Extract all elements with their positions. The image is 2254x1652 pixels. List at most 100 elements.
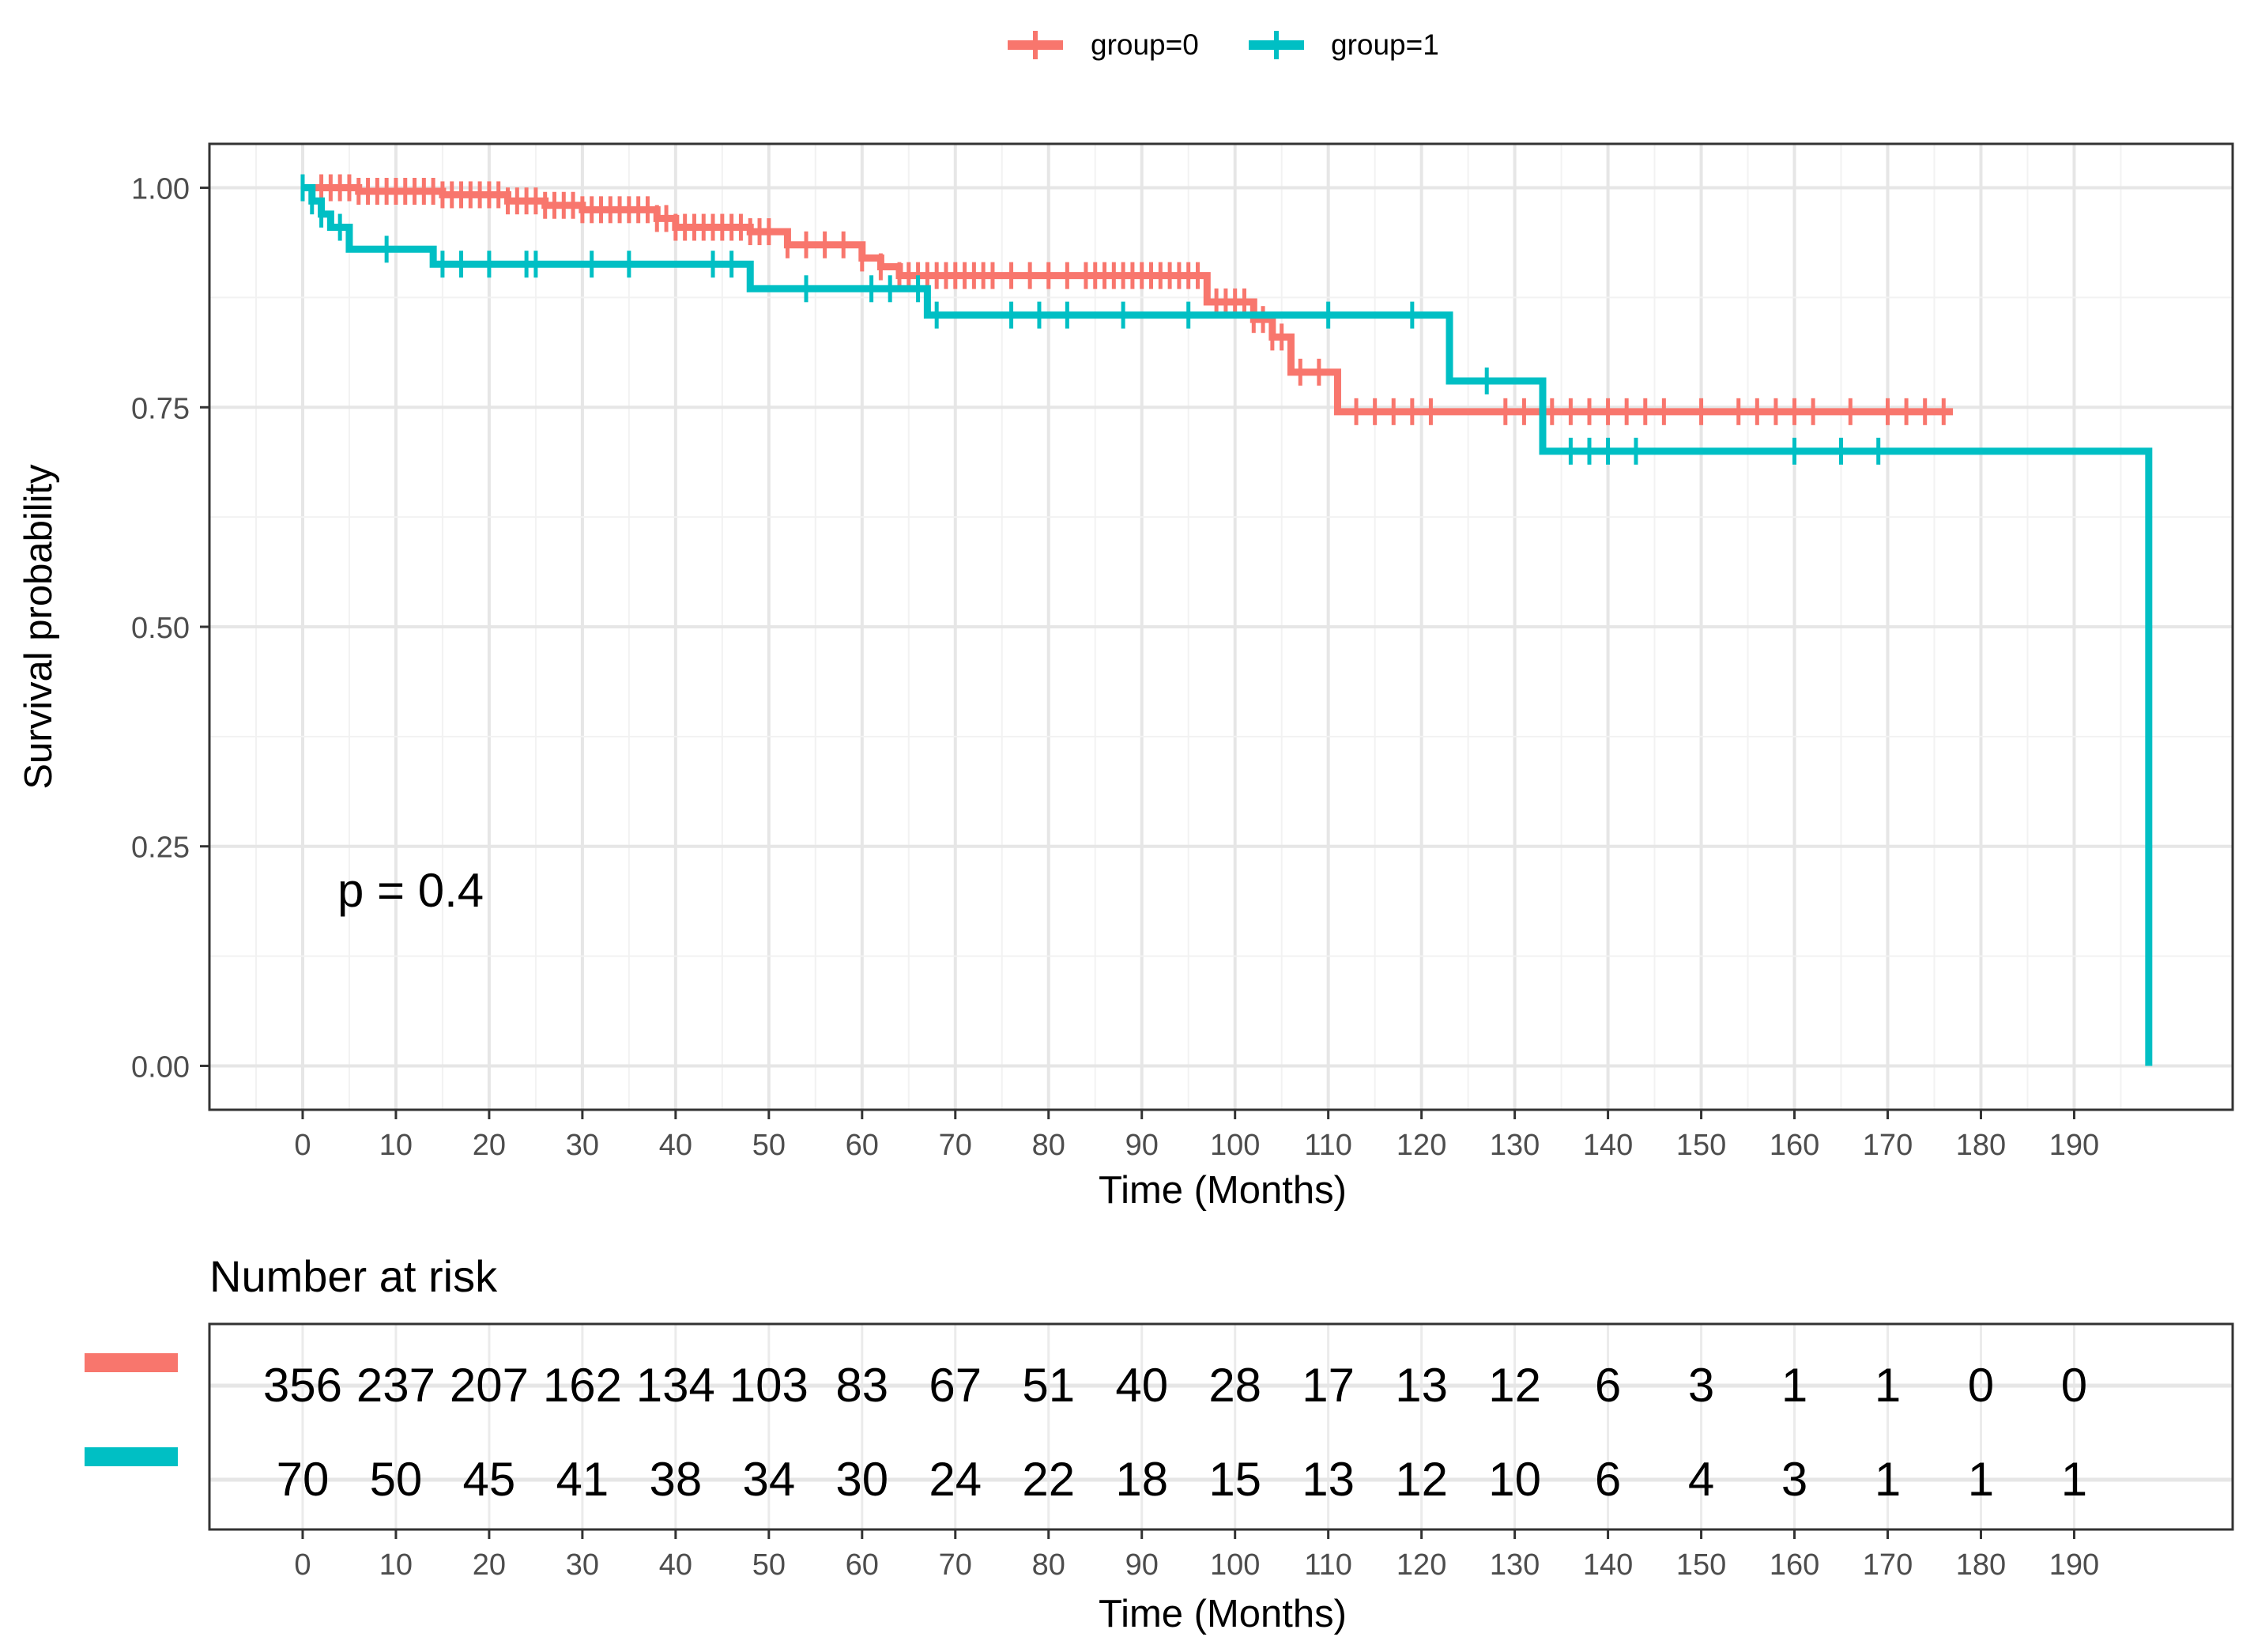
- risk-value-group-1: 13: [1302, 1453, 1355, 1506]
- risk-value-group-1: 10: [1488, 1453, 1541, 1506]
- risk-value-group-0: 356: [263, 1359, 342, 1412]
- risk-value-group-0: 13: [1395, 1359, 1448, 1412]
- risk-value-group-1: 41: [556, 1453, 609, 1506]
- risk-value-group-1: 34: [742, 1453, 795, 1506]
- risk-x-axis-tick-label: 50: [752, 1548, 786, 1582]
- risk-value-group-1: 38: [649, 1453, 702, 1506]
- risk-x-axis-tick-label: 40: [659, 1548, 692, 1582]
- legend: group=0 group=1: [1008, 28, 1439, 61]
- risk-value-group-0: 3: [1688, 1359, 1714, 1412]
- risk-value-group-1: 30: [835, 1453, 888, 1506]
- risk-table-values: 356 237 207 162 134 103 83 67 51 40 28 17 13 12 6 3 1 1 0 0…: [263, 1359, 2087, 1506]
- y-axis-tick-label: 1.00: [131, 173, 190, 206]
- risk-x-axis-tick-label: 80: [1032, 1548, 1065, 1582]
- risk-value-group-1: 15: [1208, 1453, 1261, 1506]
- risk-value-group-1: 70: [277, 1453, 330, 1506]
- risk-x-axis-tick-label: 0: [294, 1548, 311, 1582]
- risk-table: Number at risk 356 237 207 162 134 103 83 67 51 4…: [85, 1251, 2234, 1635]
- risk-x-axis-tick-label: 70: [939, 1548, 972, 1582]
- survival-x-axis-title: Time (Months): [1099, 1169, 1347, 1212]
- x-axis-tick-label: 10: [379, 1129, 413, 1162]
- risk-x-axis-tick-label: 190: [2049, 1548, 2099, 1582]
- risk-x-axis-tick-label: 110: [1304, 1548, 1352, 1582]
- risk-x-axis-tick-label: 30: [566, 1548, 599, 1582]
- risk-value-group-1: 1: [2061, 1453, 2087, 1506]
- p-value-annotation: p = 0.4: [337, 864, 484, 917]
- risk-x-axis-tick-label: 60: [846, 1548, 879, 1582]
- risk-value-group-0: 162: [543, 1359, 622, 1412]
- risk-value-group-0: 17: [1302, 1359, 1355, 1412]
- x-axis-tick-label: 0: [294, 1129, 311, 1162]
- risk-table-x-axis-title: Time (Months): [1099, 1593, 1347, 1635]
- risk-value-group-0: 1: [1781, 1359, 1807, 1412]
- risk-x-axis-tick-label: 150: [1676, 1548, 1726, 1582]
- y-axis-tick-label: 0.75: [131, 392, 190, 425]
- risk-value-group-0: 134: [636, 1359, 715, 1412]
- x-axis-tick-label: 120: [1396, 1129, 1446, 1162]
- x-axis-tick-label: 50: [752, 1129, 786, 1162]
- x-axis-tick-label: 170: [1863, 1129, 1913, 1162]
- x-axis-tick-label: 150: [1676, 1129, 1726, 1162]
- y-axis-tick-label: 0.50: [131, 612, 190, 645]
- x-axis-tick-label: 60: [846, 1129, 879, 1162]
- survival-x-axis: 0 10 20 30 40 50 60 70 80 90 100 110 120 130 140 150 160…: [294, 1110, 2099, 1162]
- risk-value-group-1: 22: [1022, 1453, 1075, 1506]
- risk-value-group-0: 0: [2061, 1359, 2087, 1412]
- risk-value-group-1: 50: [370, 1453, 423, 1506]
- risk-value-group-1: 4: [1688, 1453, 1714, 1506]
- risk-table-x-axis: 0 10 20 30 40 50 60 70 80 90 100 110 120 130 140 150 160…: [294, 1529, 2099, 1582]
- y-axis-tick-label: 0.00: [131, 1050, 190, 1084]
- x-axis-tick-label: 160: [1770, 1129, 1819, 1162]
- risk-x-axis-tick-label: 20: [473, 1548, 506, 1582]
- legend-item-group-1: group=1: [1249, 28, 1439, 61]
- risk-value-group-1: 3: [1781, 1453, 1807, 1506]
- risk-x-axis-tick-label: 140: [1583, 1548, 1633, 1582]
- x-axis-tick-label: 130: [1490, 1129, 1540, 1162]
- risk-value-group-0: 207: [450, 1359, 529, 1412]
- risk-x-axis-tick-label: 160: [1770, 1548, 1819, 1582]
- legend-item-group-0: group=0: [1008, 28, 1199, 61]
- legend-label-group-0: group=0: [1091, 28, 1199, 61]
- risk-x-axis-tick-label: 10: [379, 1548, 413, 1582]
- x-axis-tick-label: 30: [566, 1129, 599, 1162]
- risk-value-group-0: 28: [1208, 1359, 1261, 1412]
- survival-plot-grid: [209, 144, 2233, 1110]
- x-axis-tick-label: 100: [1210, 1129, 1260, 1162]
- risk-x-axis-tick-label: 170: [1863, 1548, 1913, 1582]
- risk-value-group-0: 12: [1488, 1359, 1541, 1412]
- x-axis-tick-label: 90: [1125, 1129, 1159, 1162]
- risk-x-axis-tick-label: 180: [1956, 1548, 2006, 1582]
- risk-x-axis-tick-label: 120: [1396, 1548, 1446, 1582]
- survival-y-axis: 0.00 0.25 0.50 0.75 1.00: [131, 173, 209, 1084]
- risk-value-group-0: 0: [1968, 1359, 1994, 1412]
- y-axis-tick-label: 0.25: [131, 832, 190, 865]
- risk-value-group-0: 51: [1022, 1359, 1075, 1412]
- risk-value-group-1: 1: [1968, 1453, 1994, 1506]
- risk-value-group-0: 1: [1875, 1359, 1901, 1412]
- x-axis-tick-label: 80: [1032, 1129, 1065, 1162]
- risk-x-axis-tick-label: 100: [1210, 1548, 1260, 1582]
- risk-table-title: Number at risk: [209, 1251, 498, 1301]
- x-axis-tick-label: 180: [1956, 1129, 2006, 1162]
- x-axis-tick-label: 140: [1583, 1129, 1633, 1162]
- risk-table-border: [208, 1322, 2234, 1531]
- risk-value-group-0: 40: [1115, 1359, 1168, 1412]
- x-axis-tick-label: 20: [473, 1129, 506, 1162]
- risk-value-group-1: 18: [1115, 1453, 1168, 1506]
- risk-value-group-1: 12: [1395, 1453, 1448, 1506]
- x-axis-tick-label: 40: [659, 1129, 692, 1162]
- x-axis-tick-label: 190: [2049, 1129, 2099, 1162]
- risk-x-axis-tick-label: 90: [1125, 1548, 1159, 1582]
- risk-value-group-0: 103: [729, 1359, 808, 1412]
- risk-value-group-0: 6: [1595, 1359, 1621, 1412]
- risk-table-grid: [209, 1324, 2233, 1529]
- survival-plot: 0.00 0.25 0.50 0.75 1.00 0 10 20 30 40 50 60 70 80 90…: [17, 142, 2234, 1212]
- x-axis-tick-label: 70: [939, 1129, 972, 1162]
- risk-value-group-1: 45: [463, 1453, 516, 1506]
- legend-label-group-1: group=1: [1331, 28, 1439, 61]
- risk-value-group-0: 67: [929, 1359, 982, 1412]
- survival-curves: [300, 174, 2153, 1066]
- risk-table-panel: [209, 1324, 2233, 1529]
